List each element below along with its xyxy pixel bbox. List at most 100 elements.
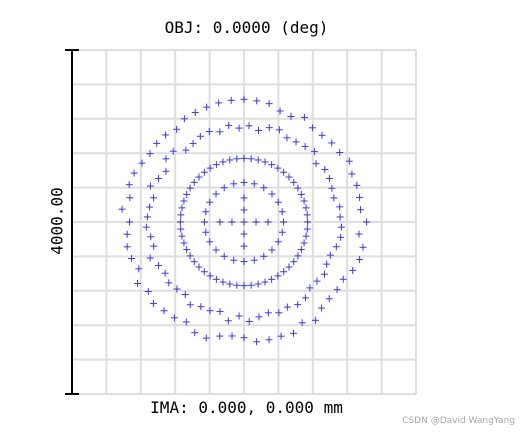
- spot-marker: [212, 190, 220, 198]
- spot-marker: [333, 286, 341, 294]
- spot-marker: [177, 211, 185, 219]
- spot-marker: [359, 243, 367, 251]
- spot-marker: [230, 180, 238, 188]
- spot-marker: [240, 194, 248, 202]
- spot-marker: [215, 99, 223, 107]
- spot-marker: [125, 181, 133, 189]
- spot-marker: [252, 218, 260, 226]
- spot-marker: [142, 223, 150, 231]
- spot-marker: [123, 230, 131, 238]
- spot-marker: [186, 301, 194, 309]
- spot-marker: [321, 166, 329, 174]
- spot-marker: [318, 304, 326, 312]
- chart-title: OBJ: 0.0000 (deg): [164, 18, 329, 37]
- spot-marker: [138, 159, 146, 167]
- spot-marker: [300, 239, 308, 247]
- spot-marker: [285, 263, 293, 271]
- grid: [71, 49, 417, 395]
- spot-marker: [240, 178, 248, 186]
- spot-marker: [339, 275, 347, 283]
- spot-marker: [134, 279, 142, 287]
- spot-marker: [283, 303, 291, 311]
- spot-marker: [149, 300, 157, 308]
- spot-marker: [302, 232, 310, 240]
- spot-marker: [318, 131, 326, 139]
- spot-marker: [254, 126, 262, 134]
- spot-marker: [206, 164, 214, 172]
- spot-marker: [173, 285, 181, 293]
- spot-marker: [294, 184, 302, 192]
- spot-marker: [202, 228, 210, 236]
- spot-marker: [245, 317, 253, 325]
- spot-marker: [264, 309, 272, 317]
- spot-marker: [197, 303, 205, 311]
- spot-marker: [297, 246, 305, 254]
- spot-marker: [240, 230, 248, 238]
- spot-marker: [180, 115, 188, 123]
- spot-marker: [254, 280, 262, 288]
- spot-marker: [240, 206, 248, 214]
- spot-marker: [216, 218, 224, 226]
- spot-marker: [253, 338, 261, 346]
- spot-marker: [147, 233, 155, 241]
- spot-marker: [173, 125, 181, 133]
- spot-marker: [226, 280, 234, 288]
- spot-marker: [227, 96, 235, 104]
- spot-marker: [155, 262, 163, 270]
- spot-points: [118, 95, 371, 346]
- spot-marker: [275, 309, 283, 317]
- spot-marker: [247, 155, 255, 163]
- spot-marker: [190, 178, 198, 186]
- spot-marker: [180, 197, 188, 205]
- spot-marker: [224, 317, 232, 325]
- spot-marker: [303, 211, 311, 219]
- spot-marker: [301, 143, 309, 151]
- spot-marker: [200, 268, 208, 276]
- spot-marker: [220, 252, 228, 260]
- watermark: CSDN @David WangYang: [402, 416, 515, 426]
- spot-marker: [328, 184, 336, 192]
- spot-marker: [233, 155, 241, 163]
- spot-marker: [336, 148, 344, 156]
- spot-marker: [225, 121, 233, 129]
- spot-marker: [146, 150, 154, 158]
- spot-marker: [268, 161, 276, 169]
- spot-marker: [178, 204, 186, 212]
- spot-marker: [250, 180, 258, 188]
- spot-marker: [240, 242, 248, 250]
- spot-marker: [280, 268, 288, 276]
- spot-marker: [268, 246, 276, 254]
- spot-marker: [265, 336, 273, 344]
- spot-marker: [304, 218, 312, 226]
- spot-marker: [165, 279, 173, 287]
- spot-marker: [255, 313, 263, 321]
- spot-marker: [313, 277, 321, 285]
- spot-marker: [146, 254, 154, 262]
- spot-marker: [183, 190, 191, 198]
- spot-marker: [191, 108, 199, 116]
- scale-bar: [65, 49, 79, 395]
- spot-marker: [348, 170, 356, 178]
- spot-marker: [240, 258, 248, 266]
- spot-marker: [345, 157, 353, 165]
- spot-marker: [228, 218, 236, 226]
- spot-marker: [290, 258, 298, 266]
- spot-marker: [300, 197, 308, 205]
- spot-marker: [235, 124, 243, 132]
- spot-marker: [274, 198, 282, 206]
- spot-marker: [177, 225, 185, 233]
- spot-marker: [144, 288, 152, 296]
- spot-marker: [337, 233, 345, 241]
- spot-marker: [206, 272, 214, 280]
- spot-marker: [180, 239, 188, 247]
- spot-marker: [162, 155, 170, 163]
- spot-marker: [240, 282, 248, 290]
- spot-marker: [203, 103, 211, 111]
- spot-marker: [245, 122, 253, 130]
- spot-marker: [190, 258, 198, 266]
- spot-marker: [298, 319, 306, 327]
- spot-marker: [212, 246, 220, 254]
- spot-marker: [205, 128, 213, 136]
- spot-marker: [212, 161, 220, 169]
